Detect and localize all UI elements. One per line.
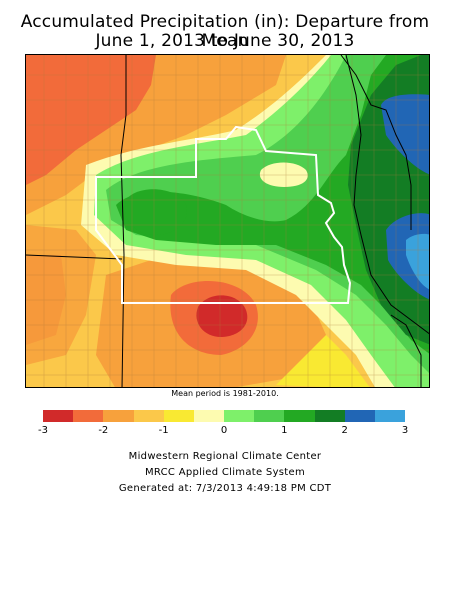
driest-core [196, 295, 248, 337]
legend-swatch [344, 410, 375, 422]
credit-system: MRCC Applied Climate System [144, 467, 306, 478]
dry-west-border [26, 225, 96, 365]
wet-band-dark [116, 55, 429, 354]
wettest-east [406, 233, 429, 290]
legend-swatch [103, 410, 134, 422]
legend-tick-label: 3 [401, 425, 409, 436]
legend-tick-label: 0 [220, 425, 228, 436]
legend-tick-label: 2 [341, 425, 348, 436]
legend-tick-label: -3 [38, 425, 48, 436]
map-title: Accumulated Precipitation (in): Departur… [20, 12, 430, 51]
legend-tick-label: -2 [98, 425, 109, 436]
legend-swatch [224, 410, 255, 422]
county-lines [26, 55, 429, 387]
near-normal-southeast [276, 335, 370, 387]
legend-swatch [314, 410, 345, 422]
legend-tick-label: 1 [281, 425, 288, 436]
map-subtitle: June 1, 2013 to June 30, 2013 [95, 31, 355, 51]
mean-period-note: Mean period is 1981-2010. [171, 389, 279, 398]
very-wet-northeast [381, 94, 429, 175]
legend-swatch [254, 410, 285, 422]
legend-tick-label: -1 [158, 425, 169, 436]
legend-swatch [43, 410, 74, 422]
legend-swatch [284, 410, 315, 422]
legend-swatch [73, 410, 104, 422]
credit-generated-time: Generated at: 7/3/2013 4:49:18 PM CDT [118, 483, 332, 494]
highlighted-state-outline [95, 125, 352, 304]
legend-swatch [374, 410, 406, 422]
credit-organization: Midwestern Regional Climate Center [128, 451, 322, 462]
precipitation-departure-map [25, 54, 430, 388]
state-borders [26, 55, 429, 387]
legend-swatch [133, 410, 164, 422]
legend-swatch [193, 410, 225, 422]
legend-swatch [163, 410, 194, 422]
wet-pocket-west [125, 189, 187, 235]
wet-band-medium [106, 55, 429, 373]
color-legend [43, 410, 406, 422]
very-dry-northwest [26, 55, 156, 185]
